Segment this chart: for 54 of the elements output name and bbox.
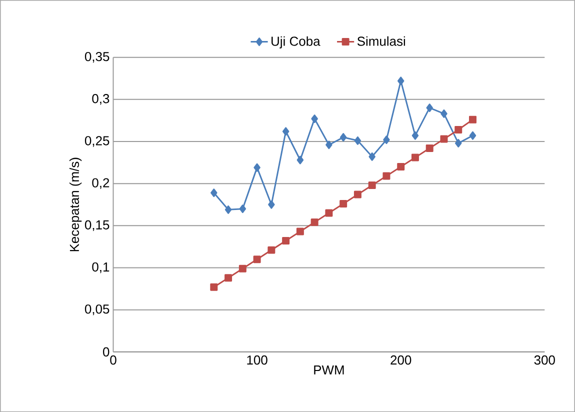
point	[411, 154, 419, 162]
point	[468, 116, 476, 124]
point	[268, 200, 275, 209]
point	[282, 127, 290, 136]
point	[340, 200, 348, 208]
point	[296, 156, 304, 164]
point	[325, 209, 333, 217]
x-tick-label: 300	[534, 355, 555, 365]
point	[368, 152, 376, 161]
y-tick-label: 0,2	[92, 178, 110, 189]
x-tick-label: 100	[247, 355, 268, 365]
point	[238, 264, 246, 272]
point	[340, 132, 347, 142]
y-tick-label: 0,1	[92, 262, 110, 273]
x-axis-title: PWM	[314, 365, 344, 374]
point	[354, 190, 362, 198]
point	[224, 205, 232, 214]
point	[253, 255, 261, 263]
point	[426, 103, 433, 112]
point	[224, 274, 232, 282]
point	[296, 228, 304, 236]
point	[440, 135, 448, 143]
point	[397, 162, 405, 170]
point	[454, 126, 462, 134]
point	[268, 246, 276, 254]
point	[426, 144, 434, 152]
y-tick-label: 0,25	[84, 136, 110, 147]
y-tick-label: 0,35	[84, 52, 110, 63]
point	[310, 218, 318, 226]
point	[397, 76, 404, 86]
point	[469, 131, 476, 140]
point	[326, 140, 332, 149]
legend-label: Simulasi	[357, 36, 406, 46]
x-tick-label: 0	[110, 355, 116, 365]
point	[454, 138, 462, 148]
point	[382, 172, 390, 180]
point	[210, 188, 218, 197]
y-tick-label: 0,3	[92, 94, 110, 105]
point	[311, 114, 318, 123]
point	[354, 136, 362, 145]
point	[383, 135, 390, 144]
legend-label: Uji Coba	[272, 36, 320, 48]
y-tick-label: 0	[103, 347, 110, 356]
point	[210, 283, 218, 291]
y-axis-title: Kecepatan (m/s)	[69, 158, 82, 252]
point	[440, 109, 448, 118]
y-tick-label: 0,15	[84, 220, 110, 231]
point	[368, 181, 376, 189]
point	[412, 131, 419, 140]
point	[239, 204, 246, 213]
x-tick-label: 200	[390, 355, 412, 365]
y-tick-label: 0,05	[84, 304, 110, 316]
point	[282, 236, 290, 244]
point	[254, 163, 260, 172]
